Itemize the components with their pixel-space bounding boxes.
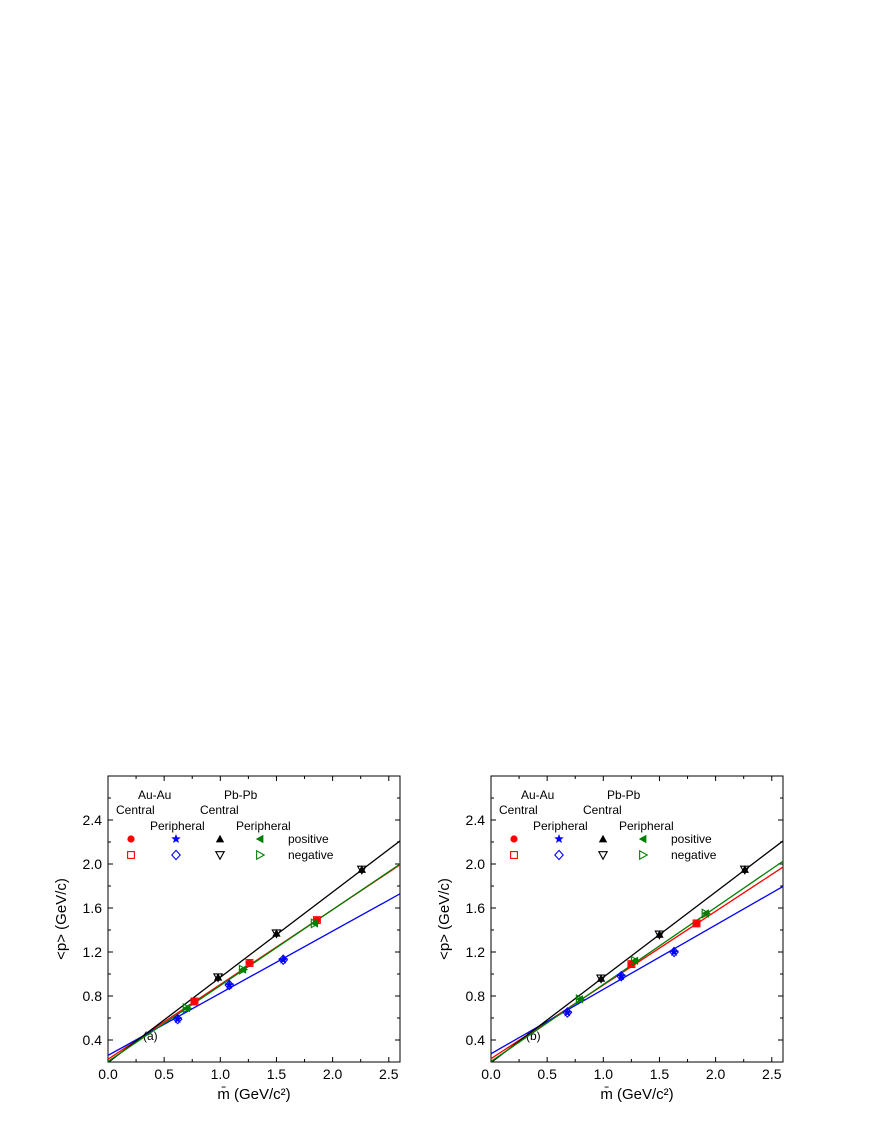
data-point-positive	[172, 1014, 183, 1024]
x-tick-label: 2.0	[323, 1066, 343, 1082]
data-point-positive	[562, 1007, 573, 1017]
fit-line	[108, 840, 400, 1062]
data-point-positive	[190, 997, 199, 1006]
legend-group-label: Au-Au	[521, 788, 554, 802]
y-tick-label: 0.4	[466, 1032, 486, 1048]
data-point-positive	[272, 929, 281, 937]
x-tick-label: 1.5	[267, 1066, 287, 1082]
legend-marker-positive	[215, 834, 225, 843]
legend-centrality-label: Central	[583, 803, 622, 817]
y-tick-label: 2.4	[83, 812, 103, 828]
legend-marker-positive	[554, 834, 564, 844]
legend-negative-label: negative	[671, 848, 717, 862]
data-point-positive	[616, 971, 627, 981]
y-tick-label: 1.6	[466, 900, 486, 916]
data-point-positive	[692, 919, 701, 928]
legend-marker-negative	[597, 851, 609, 861]
y-tick-label: 1.6	[83, 900, 103, 916]
data-point-positive	[669, 947, 679, 957]
x-tick-label: 2.5	[762, 1066, 782, 1082]
data-point-positive	[630, 956, 639, 965]
y-tick-label: 1.2	[83, 944, 103, 960]
legend-centrality-label: Central	[200, 803, 239, 817]
legend-marker-positive	[127, 835, 135, 843]
data-point-positive	[740, 865, 750, 873]
x-tick-label: 0.5	[537, 1066, 557, 1082]
data-point-positive	[245, 959, 254, 967]
legend-centrality-label: Peripheral	[533, 819, 588, 833]
x-tick-label: 0.0	[98, 1066, 118, 1082]
y-tick-label: 0.8	[466, 988, 486, 1004]
legend-marker-negative	[127, 851, 135, 859]
legend-marker-positive	[171, 834, 181, 844]
data-point-positive	[224, 980, 235, 990]
x-axis-label: m̄ (GeV/c²)	[217, 1086, 290, 1103]
data-point-positive	[213, 973, 223, 981]
legend-marker-negative	[554, 849, 564, 861]
y-tick-label: 2.4	[466, 812, 486, 828]
fit-lines	[491, 840, 783, 1062]
chart-panel-b: 0.0 0.5 1.0 1.5 2.0 2.5 0.4 0.8 1.2 1.6 2.0 2.4 m̄ (…	[436, 775, 784, 1103]
y-tick-label: 0.4	[83, 1032, 103, 1048]
chart-panel-a: 0.0 0.5 1.0 1.5 2.0 2.5 0.4 0.8 1.2 1.6 2.0 2.4 m̄ (…	[53, 775, 401, 1103]
fit-lines	[108, 840, 400, 1062]
data-point-positive	[238, 965, 247, 974]
legend-marker-positive	[638, 834, 647, 844]
x-axis-label: m̄ (GeV/c²)	[600, 1086, 673, 1103]
legend-negative-label: negative	[288, 848, 334, 862]
x-tick-label: 1.0	[211, 1066, 231, 1082]
legend-positive-label: positive	[288, 832, 329, 846]
fit-line	[491, 840, 783, 1062]
data-point-positive	[357, 865, 367, 873]
data-point-positive	[278, 954, 288, 964]
legend-marker-negative	[214, 851, 226, 861]
data-point-positive	[655, 930, 664, 938]
x-tick-label: 1.5	[650, 1066, 670, 1082]
x-tick-label: 2.0	[706, 1066, 726, 1082]
legend-group-label: Pb-Pb	[607, 788, 641, 802]
legend-group-label: Pb-Pb	[224, 788, 258, 802]
legend-marker-positive	[598, 834, 608, 843]
y-tick-label: 2.0	[466, 856, 486, 872]
data-point-positive	[310, 919, 319, 928]
legend-marker-negative	[639, 849, 649, 861]
legend-centrality-label: Peripheral	[619, 819, 674, 833]
legend-marker-negative	[510, 851, 518, 859]
legend-centrality-label: Central	[499, 803, 538, 817]
y-tick-label: 1.2	[466, 944, 486, 960]
plot-frame	[107, 775, 401, 1063]
data-point-positive	[701, 909, 709, 918]
legend-marker-negative	[171, 849, 181, 861]
x-tick-label: 1.0	[594, 1066, 614, 1082]
plot-frame	[490, 775, 784, 1063]
legend-marker-positive	[510, 835, 518, 843]
legend-centrality-label: Peripheral	[150, 819, 205, 833]
y-tick-label: 2.0	[83, 856, 103, 872]
y-axis-label: <p> (GeV/c)	[436, 878, 453, 960]
legend-centrality-label: Peripheral	[236, 819, 291, 833]
fit-line	[108, 863, 400, 1062]
y-tick-label: 0.8	[83, 988, 103, 1004]
data-point-positive	[575, 995, 584, 1004]
legend-marker-negative	[256, 849, 266, 861]
legend-positive-label: positive	[671, 832, 712, 846]
legend-centrality-label: Central	[116, 803, 155, 817]
y-axis-label: <p> (GeV/c)	[53, 878, 70, 960]
legend-group-label: Au-Au	[138, 788, 171, 802]
data-point-positive	[596, 974, 606, 982]
data-point-positive	[182, 1003, 190, 1013]
x-tick-label: 0.0	[481, 1066, 501, 1082]
x-tick-label: 0.5	[154, 1066, 174, 1082]
x-tick-label: 2.5	[379, 1066, 399, 1082]
legend-marker-positive	[255, 834, 264, 844]
